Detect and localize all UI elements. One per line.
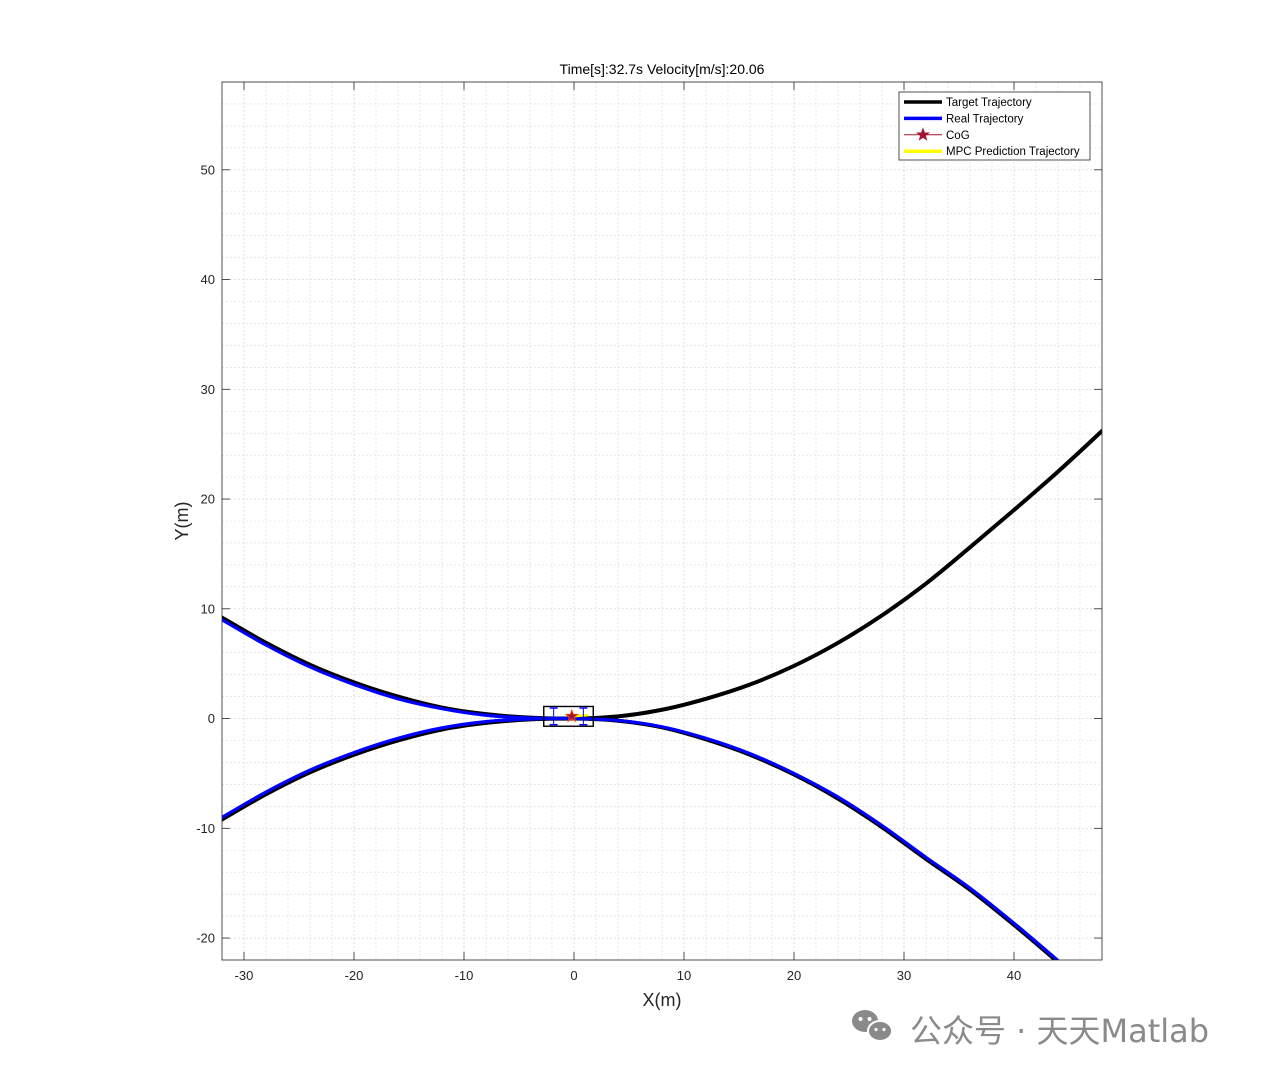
x-axis-label: X(m)	[643, 990, 682, 1010]
x-tick-label: 0	[570, 968, 577, 983]
y-tick-label: 10	[201, 601, 215, 616]
watermark-text: 公众号 · 天天Matlab	[910, 1012, 1209, 1050]
y-tick-label: 40	[201, 272, 215, 287]
x-tick-label: -10	[455, 968, 474, 983]
x-tick-labels: -30 -20 -10 0 10 20 30 40	[235, 968, 1022, 983]
y-tick-label: 0	[208, 711, 215, 726]
legend-items: Target Trajectory Real Trajectory CoG MPC P…	[904, 97, 1080, 158]
y-tick-labels: -20 -10 0 10 20 30 40 50	[196, 162, 215, 945]
legend-marker-cog	[915, 127, 931, 141]
cog-marker	[564, 708, 580, 723]
x-tick-label: 20	[787, 968, 801, 983]
major-grid	[222, 82, 1102, 960]
x-tick-label: 10	[677, 968, 691, 983]
y-tick-label: 20	[201, 492, 215, 507]
series-layer	[222, 429, 1102, 960]
y-tick-label: -10	[196, 821, 215, 836]
x-tick-label: -20	[345, 968, 364, 983]
legend-label-mpc-prediction-trajectory: MPC Prediction Trajectory	[946, 146, 1080, 158]
watermark: 公众号 · 天天Matlab	[852, 1010, 1209, 1050]
series-line-real-trajectory-1	[222, 618, 576, 721]
legend[interactable]: Target Trajectory Real Trajectory CoG MPC P…	[898, 91, 1091, 161]
vehicle-body	[543, 705, 594, 727]
x-tick-label: 40	[1007, 968, 1021, 983]
x-tick-label: -30	[235, 968, 254, 983]
y-tick-label: -20	[196, 931, 215, 946]
tick-marks	[222, 82, 1102, 960]
y-tick-label: 50	[201, 162, 215, 177]
series-line-target-trajectory-1	[222, 429, 1102, 721]
cog-layer	[564, 708, 580, 723]
x-tick-label: 30	[897, 968, 911, 983]
wechat-icon	[852, 1010, 893, 1042]
legend-label-real-trajectory: Real Trajectory	[946, 113, 1024, 125]
chart-title: Time[s]:32.7s Velocity[m/s]:20.06	[560, 61, 765, 77]
legend-label-cog: CoG	[946, 130, 970, 142]
series-line-real-trajectory-2	[222, 716, 1060, 960]
y-axis-label: Y(m)	[172, 502, 192, 541]
y-tick-label: 30	[201, 382, 215, 397]
legend-label-target-trajectory: Target Trajectory	[946, 97, 1032, 109]
vehicle	[543, 705, 594, 727]
plot-frame	[221, 81, 1103, 961]
